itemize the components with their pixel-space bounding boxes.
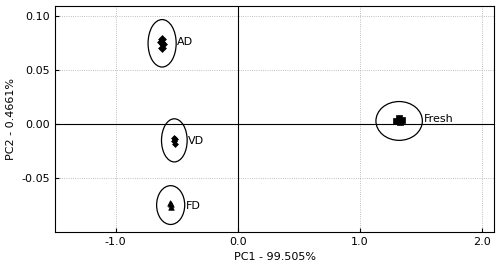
Text: Fresh: Fresh	[424, 114, 454, 124]
Y-axis label: PC2 - 0.4661%: PC2 - 0.4661%	[6, 78, 16, 160]
Point	[166, 202, 174, 206]
Point	[158, 42, 166, 47]
Point	[170, 139, 177, 144]
Text: VD: VD	[188, 136, 204, 146]
Point	[170, 142, 178, 146]
Point	[157, 40, 165, 44]
Point	[166, 201, 174, 205]
X-axis label: PC1 - 99.505%: PC1 - 99.505%	[234, 252, 316, 262]
Point	[398, 118, 406, 122]
Point	[170, 136, 178, 140]
Point	[396, 120, 404, 124]
Point	[167, 205, 175, 209]
Text: AD: AD	[178, 37, 194, 47]
Text: FD: FD	[186, 201, 201, 211]
Point	[158, 46, 166, 50]
Point	[171, 137, 179, 142]
Point	[392, 119, 400, 123]
Point	[158, 37, 166, 41]
Point	[394, 116, 402, 120]
